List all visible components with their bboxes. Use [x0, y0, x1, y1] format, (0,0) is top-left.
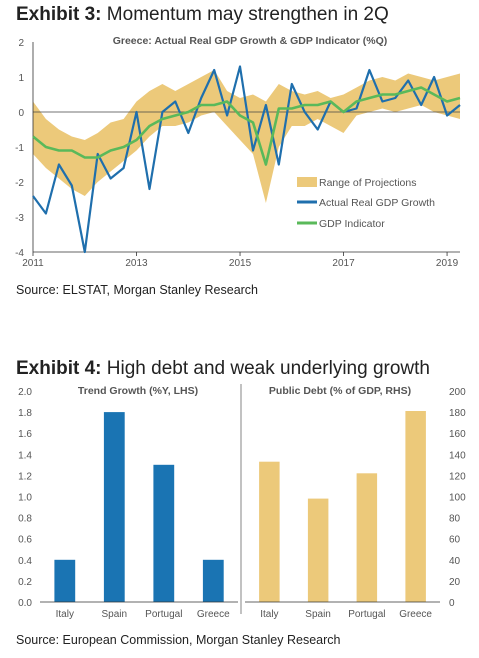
exhibit-3-heading: Momentum may strengthen in 2Q [106, 4, 389, 25]
lhs-category-label: Spain [102, 609, 128, 620]
x-tick-label: 2019 [436, 258, 459, 269]
y-tick-label: -4 [15, 248, 24, 259]
lhs-y-tick-label: 0.6 [18, 535, 32, 546]
lhs-y-tick-label: 1.0 [18, 493, 32, 504]
lhs-y-tick-label: 0.2 [18, 577, 32, 588]
lhs-y-tick-label: 2.0 [18, 387, 32, 398]
rhs-bar-greece [405, 411, 426, 602]
y-tick-label: 1 [18, 73, 24, 84]
lhs-y-tick-label: 1.8 [18, 408, 32, 419]
exhibit-3-title: Exhibit 3: Momentum may strengthen in 2Q [16, 4, 389, 26]
rhs-bar-spain [307, 498, 329, 602]
chart-subtitle: Greece: Actual Real GDP Growth & GDP Ind… [113, 35, 388, 47]
lhs-y-tick-label: 1.4 [18, 450, 32, 461]
y-tick-label: -1 [15, 143, 24, 154]
exhibit-3-label: Exhibit 3: [16, 4, 102, 25]
exhibit-4-source: Source: European Commission, Morgan Stan… [16, 633, 341, 647]
lhs-bar-italy [54, 559, 76, 602]
y-tick-label: 0 [18, 108, 24, 119]
lhs-bar-greece [202, 559, 224, 602]
exhibit-3-source: Source: ELSTAT, Morgan Stanley Research [16, 283, 259, 297]
rhs-category-label: Greece [399, 609, 432, 620]
lhs-panel-title: Trend Growth (%Y, LHS) [78, 385, 198, 397]
rhs-bar-portugal [356, 473, 378, 602]
rhs-y-tick-label: 0 [449, 598, 455, 609]
rhs-category-label: Portugal [348, 609, 385, 620]
exhibit-4-title: Exhibit 4: High debt and weak underlying… [16, 358, 430, 380]
debt-growth-bar-charts: Trend Growth (%Y, LHS) 2.0 1.8 1.6 1.4 1.2 1.0… [18, 384, 466, 620]
rhs-y-tick-label: 140 [449, 450, 466, 461]
legend-swatch-range [297, 177, 317, 187]
lhs-category-label: Portugal [145, 609, 182, 620]
legend-label-actual: Actual Real GDP Growth [319, 197, 435, 209]
legend-label-range: Range of Projections [319, 177, 416, 189]
gdp-indicator-line [32, 86, 461, 166]
exhibit-4-label: Exhibit 4: [16, 358, 102, 379]
x-tick-label: 2015 [229, 258, 252, 269]
rhs-y-tick-label: 200 [449, 387, 466, 398]
rhs-y-tick-label: 60 [449, 535, 461, 546]
y-tick-label: -2 [15, 178, 24, 189]
rhs-y-tick-label: 160 [449, 429, 466, 440]
actual-gdp-growth-line [32, 65, 461, 254]
rhs-panel-title: Public Debt (% of GDP, RHS) [269, 385, 411, 397]
lhs-y-tick-label: 0.8 [18, 514, 32, 525]
lhs-category-label: Greece [197, 609, 230, 620]
x-tick-label: 2017 [332, 258, 355, 269]
rhs-y-tick-label: 20 [449, 577, 461, 588]
lhs-bar-portugal [153, 464, 175, 602]
exhibit-4-heading: High debt and weak underlying growth [106, 358, 431, 379]
lhs-category-label: Italy [56, 609, 74, 620]
legend-label-indicator: GDP Indicator [319, 218, 385, 230]
lhs-bar-spain [103, 412, 125, 602]
rhs-y-tick-label: 100 [449, 493, 466, 504]
rhs-y-tick-label: 180 [449, 408, 466, 419]
rhs-bar-italy [259, 461, 280, 602]
lhs-y-tick-label: 0.0 [18, 598, 32, 609]
lhs-y-tick-label: 1.2 [18, 471, 32, 482]
rhs-category-label: Italy [260, 609, 278, 620]
lhs-y-tick-label: 0.4 [18, 556, 32, 567]
y-tick-label: -3 [15, 213, 24, 224]
rhs-category-label: Spain [305, 609, 331, 620]
y-tick-label: 2 [18, 38, 24, 49]
rhs-y-tick-label: 120 [449, 471, 466, 482]
x-tick-label: 2011 [22, 258, 44, 269]
rhs-y-tick-label: 40 [449, 556, 461, 567]
rhs-y-tick-label: 80 [449, 514, 461, 525]
lhs-y-tick-label: 1.6 [18, 429, 32, 440]
x-tick-label: 2013 [125, 258, 148, 269]
